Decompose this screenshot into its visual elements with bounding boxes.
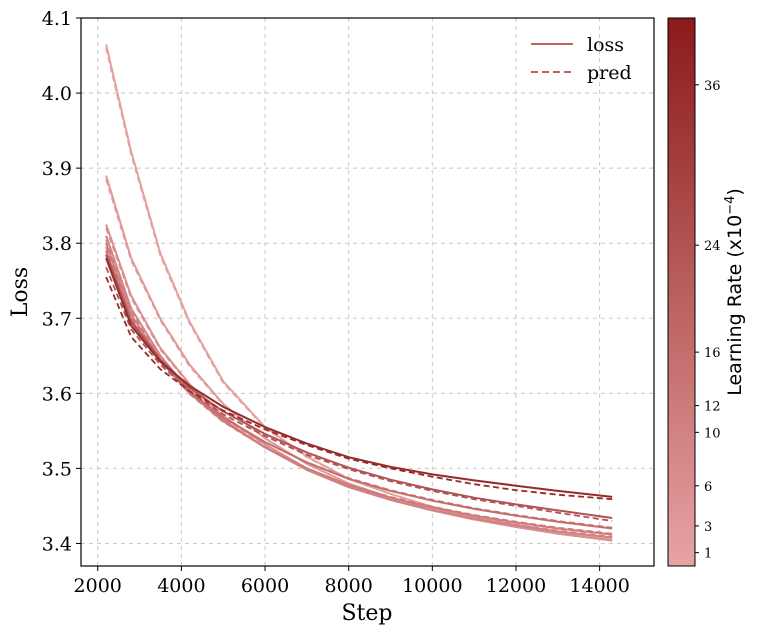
y-tick-label: 3.4 — [42, 533, 72, 555]
y-tick-label: 3.9 — [42, 158, 72, 180]
x-axis-title: Step — [341, 601, 392, 626]
legend-label-pred: pred — [587, 62, 632, 84]
x-tick-label: 10000 — [402, 575, 462, 597]
loss-line-lr-10 — [105, 235, 613, 539]
colorbar-tick-label: 12 — [704, 400, 721, 415]
x-tick-label: 6000 — [241, 575, 289, 597]
y-tick-label: 3.6 — [42, 383, 72, 405]
x-tick-label: 2000 — [74, 575, 122, 597]
colorbar-tick-label: 16 — [704, 346, 721, 361]
colorbar-gradient — [667, 17, 696, 567]
grid-lines — [81, 17, 654, 566]
pred-line-lr-36 — [105, 276, 613, 501]
x-tick-label: 14000 — [569, 575, 629, 597]
y-tick-label: 4.0 — [42, 83, 72, 105]
y-tick-label: 3.8 — [42, 233, 72, 255]
x-axis-ticks: 2000 4000 6000 8000 10000 12000 14000 — [74, 566, 630, 597]
colorbar-tick-label: 10 — [704, 426, 721, 441]
x-tick-label: 12000 — [486, 575, 546, 597]
loss-line-lr-36 — [105, 257, 613, 498]
x-tick-label: 4000 — [157, 575, 205, 597]
colorbar-tick-label: 1 — [704, 547, 712, 562]
colorbar-title: Learning Rate (x10−4) — [723, 188, 746, 396]
x-tick-label: 8000 — [324, 575, 372, 597]
loss-line-lr-24 — [105, 254, 613, 519]
series-lines — [105, 44, 613, 542]
colorbar-tick-label: 24 — [704, 239, 721, 254]
y-tick-label: 3.5 — [42, 458, 72, 480]
colorbar-title-exponent: −4 — [723, 196, 738, 215]
y-tick-label: 3.7 — [42, 308, 72, 330]
legend: loss pred — [531, 34, 632, 84]
legend-label-loss: loss — [587, 34, 624, 56]
colorbar-tick-label: 36 — [704, 79, 721, 94]
y-tick-label: 4.1 — [42, 8, 72, 30]
y-axis-title: Loss — [8, 267, 33, 317]
y-axis-ticks: 3.4 3.5 3.6 3.7 3.8 3.9 4.0 4.1 — [42, 8, 81, 555]
plot-frame — [80, 17, 655, 567]
pred-line-lr-24 — [105, 266, 613, 522]
colorbar-tick-label: 6 — [704, 480, 712, 495]
colorbar-tick-label: 3 — [704, 520, 712, 535]
